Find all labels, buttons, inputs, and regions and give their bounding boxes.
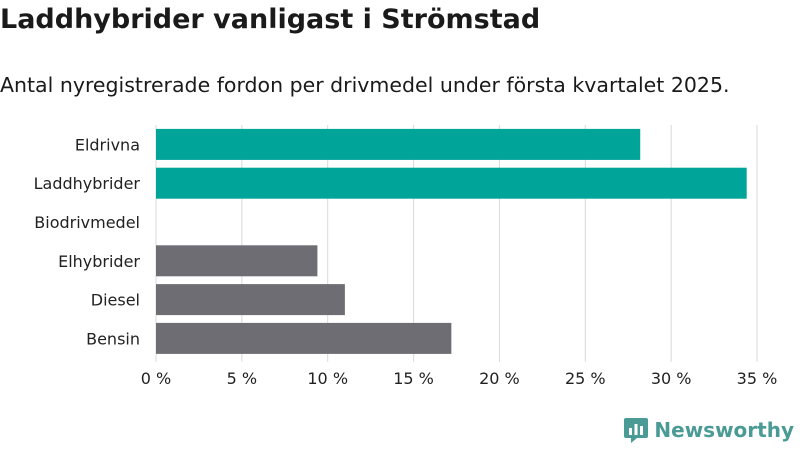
category-label: Biodrivmedel: [34, 213, 140, 232]
category-label: Laddhybrider: [34, 174, 141, 193]
bar-eldrivna: [156, 128, 641, 160]
newsworthy-logo: Newsworthy: [623, 416, 794, 444]
x-tick-label: 5 %: [227, 369, 257, 388]
x-tick-label: 25 %: [565, 369, 606, 388]
x-tick-label: 20 %: [479, 369, 520, 388]
bar-diesel: [156, 284, 345, 316]
x-tick-label: 30 %: [651, 369, 692, 388]
x-tick-label: 10 %: [307, 369, 348, 388]
bar-laddhybrider: [156, 167, 747, 199]
category-label: Diesel: [91, 291, 140, 310]
bar-elhybrider: [156, 245, 318, 277]
bar-bensin: [156, 322, 452, 354]
x-tick-label: 15 %: [393, 369, 434, 388]
x-tick-label: 35 %: [737, 369, 778, 388]
chart-title: Laddhybrider vanligast i Strömstad: [0, 4, 541, 35]
x-tick-label: 0 %: [141, 369, 171, 388]
brand-name: Newsworthy: [654, 418, 794, 442]
chart-subtitle: Antal nyregistrerade fordon per drivmede…: [0, 73, 730, 97]
category-label: Eldrivna: [75, 135, 140, 154]
category-label: Elhybrider: [58, 252, 140, 271]
newsworthy-logo-icon: [624, 418, 649, 443]
category-label: Bensin: [86, 329, 140, 348]
